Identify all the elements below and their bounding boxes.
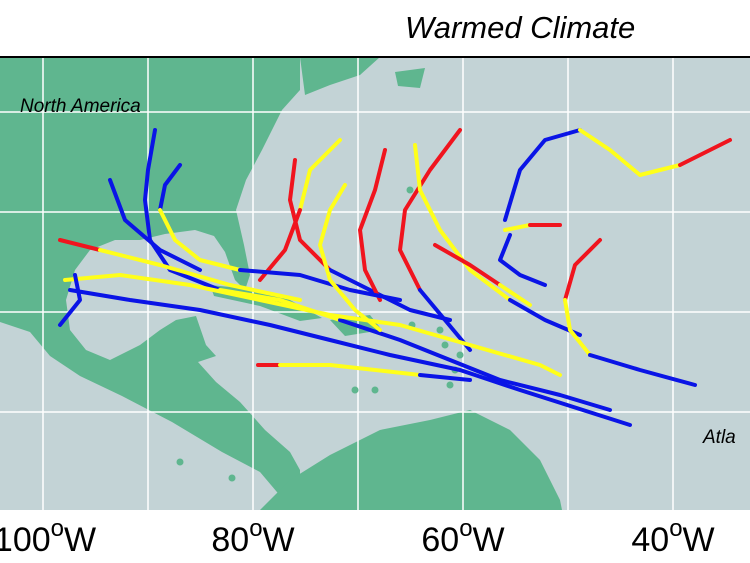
degree-number: 60 bbox=[421, 521, 459, 559]
island-dot bbox=[441, 341, 449, 349]
degree-number: 40 bbox=[631, 521, 669, 559]
ocean-label: Atla bbox=[702, 427, 736, 448]
degree-sign: o bbox=[51, 515, 64, 542]
track-segment bbox=[98, 248, 302, 302]
land bbox=[0, 57, 562, 510]
track-segment bbox=[358, 148, 387, 302]
hemisphere: W bbox=[683, 521, 715, 559]
island-dot bbox=[228, 474, 236, 482]
island-dot bbox=[436, 326, 444, 334]
track-segment bbox=[498, 283, 532, 307]
track-segment bbox=[503, 128, 582, 222]
track-segment bbox=[68, 288, 632, 427]
degree-number: 100 bbox=[0, 521, 51, 559]
longitude-label: 60oW bbox=[421, 515, 504, 559]
south-america bbox=[260, 410, 562, 510]
track-segment bbox=[413, 143, 512, 302]
island-dot bbox=[176, 458, 184, 466]
track-segment bbox=[498, 233, 547, 287]
track-segment bbox=[278, 363, 422, 377]
island-dot bbox=[446, 381, 454, 389]
track-segment bbox=[578, 128, 682, 177]
track-segment bbox=[63, 273, 562, 377]
track-segment bbox=[238, 268, 402, 302]
degree-number: 80 bbox=[211, 521, 249, 559]
track-segment bbox=[58, 273, 82, 327]
track-segment bbox=[143, 128, 222, 292]
island-dot bbox=[406, 186, 414, 194]
track-segment bbox=[258, 208, 302, 282]
hemisphere: W bbox=[64, 521, 96, 559]
island-dot bbox=[351, 386, 359, 394]
track-segment bbox=[338, 318, 612, 412]
degree-sign: o bbox=[669, 515, 682, 542]
island-dot bbox=[456, 351, 464, 359]
track-segment bbox=[418, 373, 472, 382]
track-segment bbox=[158, 208, 242, 272]
north-america bbox=[0, 57, 300, 498]
track-segment bbox=[563, 298, 592, 357]
track-segment bbox=[318, 183, 382, 332]
track-segment bbox=[158, 163, 182, 212]
newfoundland bbox=[395, 68, 425, 88]
nova-scotia bbox=[300, 57, 380, 95]
storm-tracks bbox=[58, 128, 732, 427]
track-segment bbox=[108, 178, 202, 272]
track-segment bbox=[678, 138, 732, 167]
track-segment bbox=[503, 223, 532, 232]
map-title: Warmed Climate bbox=[405, 10, 635, 45]
track-segment bbox=[298, 138, 342, 212]
graticule bbox=[0, 57, 750, 510]
track-segment bbox=[563, 238, 602, 302]
track-segment bbox=[433, 243, 502, 287]
longitude-labels: 100oW 80oW 60oW 40oW bbox=[0, 515, 715, 559]
longitude-label: 100oW bbox=[0, 515, 96, 559]
longitude-label: 40oW bbox=[631, 515, 714, 559]
hemisphere: W bbox=[263, 521, 295, 559]
degree-sign: o bbox=[459, 515, 472, 542]
track-segment bbox=[398, 128, 462, 292]
degree-sign: o bbox=[249, 515, 262, 542]
continent-label: North America bbox=[20, 96, 141, 117]
track-segment bbox=[58, 238, 102, 252]
longitude-label: 80oW bbox=[211, 515, 294, 559]
hemisphere: W bbox=[473, 521, 505, 559]
track-segment bbox=[588, 353, 697, 387]
island-dot bbox=[371, 386, 379, 394]
